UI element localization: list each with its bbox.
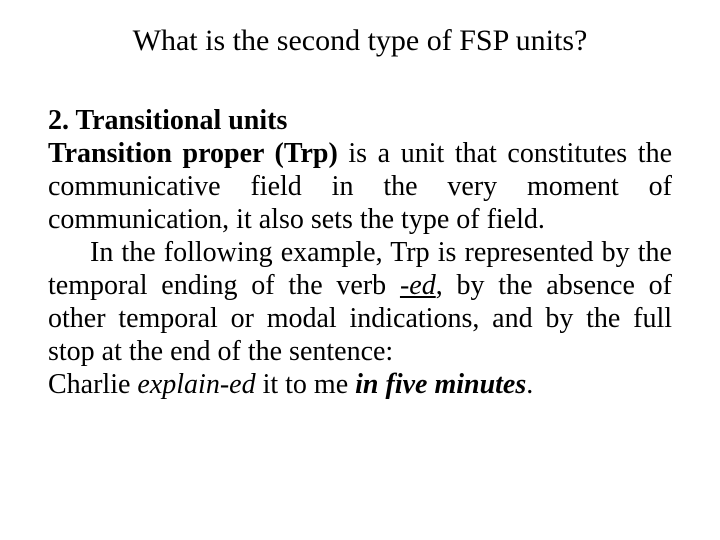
paragraph-2: In the following example, Trp is represe… (48, 236, 672, 368)
slide-title: What is the second type of FSP units? (48, 24, 672, 58)
body-text: 2. Transitional units Transition proper … (48, 104, 672, 401)
example-mid: it to me (256, 369, 356, 400)
verb-ending-ed: -ed (400, 270, 436, 301)
slide-page: What is the second type of FSP units? 2.… (0, 0, 720, 540)
term-transition-proper: Transition proper (Trp) (48, 138, 338, 169)
example-explained: explain-ed (137, 369, 255, 400)
section-heading: 2. Transitional units (48, 105, 287, 136)
example-rheme: in five minutes (355, 369, 526, 400)
example-pre: Charlie (48, 369, 137, 400)
example-period: . (526, 369, 533, 400)
paragraph-1: 2. Transitional units Transition proper … (48, 104, 672, 236)
paragraph-3-example: Charlie explain-ed it to me in five minu… (48, 368, 672, 401)
